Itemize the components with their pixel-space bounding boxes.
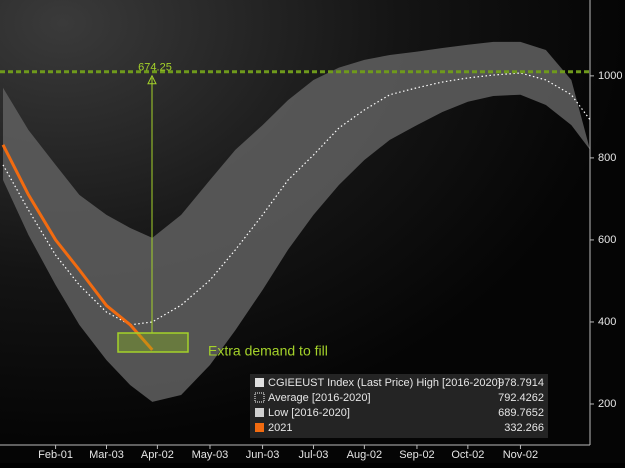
gap-label: 674.25 <box>138 62 172 74</box>
x-tick-label: Jul-03 <box>298 449 328 461</box>
legend-label: CGIEEUST Index (Last Price) High [2016-2… <box>268 377 501 389</box>
legend-label: 2021 <box>268 422 292 434</box>
x-tick-label: Sep-02 <box>399 449 434 461</box>
y-tick-label: 400 <box>598 316 616 328</box>
legend-label: Average [2016-2020] <box>268 392 371 404</box>
legend-value: 792.4262 <box>498 392 544 404</box>
legend-value: 978.7914 <box>498 377 544 389</box>
range-band <box>3 41 590 402</box>
y-tick-label: 800 <box>598 152 616 164</box>
x-tick-label: Nov-02 <box>503 449 538 461</box>
line-2021 <box>1 144 154 351</box>
x-tick-label: Feb-01 <box>38 449 73 461</box>
legend-box <box>250 374 548 438</box>
annotation: Extra demand to fill <box>208 343 328 359</box>
legend-value: 689.7652 <box>498 407 544 419</box>
legend-swatch <box>255 423 264 432</box>
x-tick-label: May-03 <box>192 449 229 461</box>
y-tick-label: 600 <box>598 234 616 246</box>
legend-swatch <box>254 392 265 403</box>
x-tick-label: Apr-02 <box>141 449 174 461</box>
legend-swatch <box>255 408 264 417</box>
demand-box <box>117 332 189 353</box>
legend-swatch <box>255 378 264 387</box>
y-tick-label: 1000 <box>598 70 622 82</box>
x-tick-label: Mar-03 <box>89 449 124 461</box>
y-tick-label: 200 <box>598 398 616 410</box>
legend-label: Low [2016-2020] <box>268 407 350 419</box>
x-tick-label: Aug-02 <box>347 449 382 461</box>
x-tick-label: Jun-03 <box>246 449 280 461</box>
legend-value: 332.266 <box>504 422 544 434</box>
arrow-head <box>147 74 157 85</box>
x-tick-label: Oct-02 <box>451 449 484 461</box>
average-line <box>2 72 591 326</box>
